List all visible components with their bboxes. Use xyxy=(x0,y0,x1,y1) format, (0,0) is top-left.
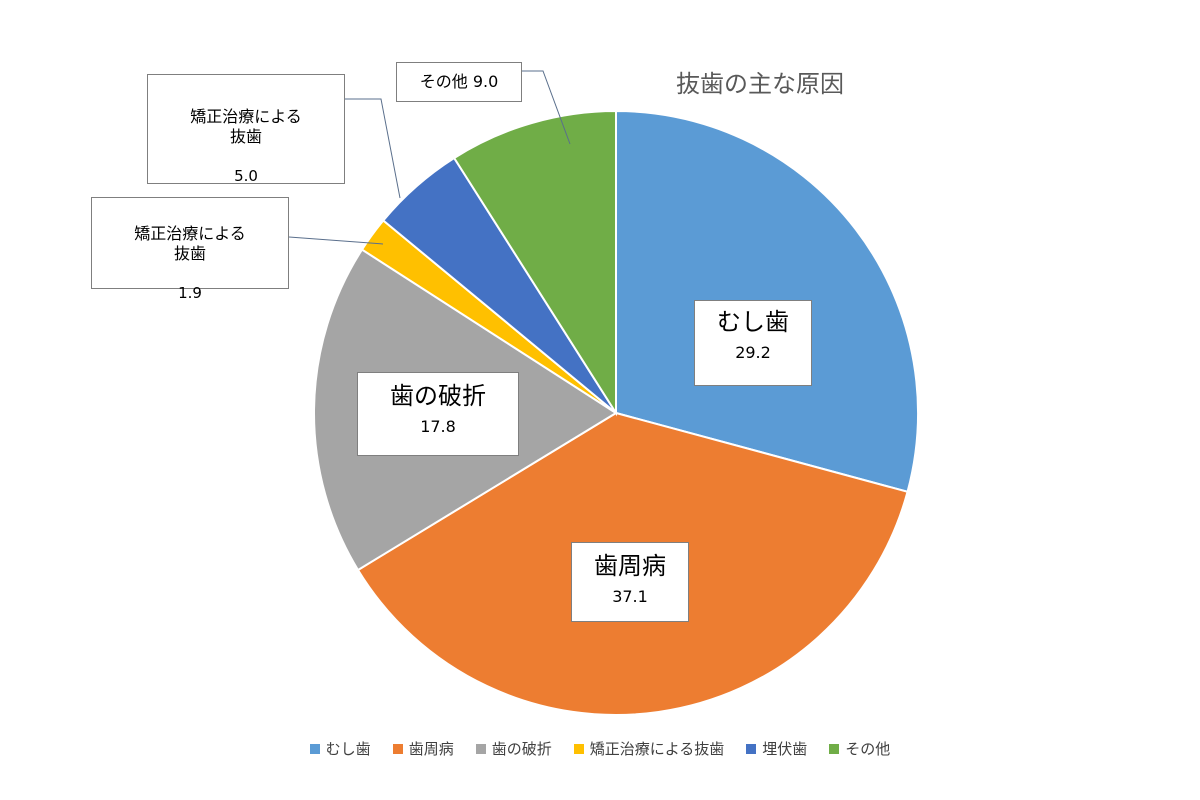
legend-item: 歯周病 xyxy=(392,738,454,759)
chart-title: 抜歯の主な原因 xyxy=(676,70,844,98)
legend-label: その他 xyxy=(845,740,891,758)
data-label-sonota: その他 9.0 xyxy=(396,62,522,102)
legend-swatch xyxy=(392,743,403,754)
legend-label: 歯の破折 xyxy=(491,740,552,758)
data-label-value: 1.9 xyxy=(178,284,202,302)
legend-label: むし歯 xyxy=(325,740,371,758)
legend-label: 歯周病 xyxy=(408,740,454,758)
leader-line xyxy=(345,98,401,199)
data-label-value: 29.2 xyxy=(735,343,771,362)
data-label-value: 9.0 xyxy=(472,72,499,91)
data-label-name: 矯正治療による 抜歯 xyxy=(190,107,302,146)
leader-line xyxy=(288,236,384,245)
data-label-name: 歯の破折 xyxy=(390,382,486,410)
legend-swatch xyxy=(475,743,486,754)
legend-item: 歯の破折 xyxy=(475,738,552,759)
data-label-name: 歯周病 xyxy=(594,552,666,580)
legend-swatch xyxy=(309,743,320,754)
data-label-value: 17.8 xyxy=(420,417,456,436)
legend-swatch xyxy=(573,743,584,754)
leader-line xyxy=(522,70,571,145)
data-label-maifukushi: 矯正治療による 抜歯 5.0 xyxy=(147,74,345,185)
legend-item: その他 xyxy=(829,738,890,759)
data-label-mushiba: むし歯 29.2 xyxy=(694,300,812,386)
legend: むし歯 歯周病 歯の破折 矯正治療による抜歯 埋伏歯 その他 xyxy=(0,738,1200,759)
legend-swatch xyxy=(829,743,840,754)
legend-item: 矯正治療による抜歯 xyxy=(573,738,725,759)
data-label-text: その他 9.0 xyxy=(397,72,521,92)
data-label-kyosei-small: 矯正治療による 抜歯 1.9 xyxy=(91,197,289,302)
data-label-value: 5.0 xyxy=(234,167,258,185)
pie-slice xyxy=(452,109,617,417)
data-label-name: 矯正治療による 抜歯 xyxy=(134,224,246,263)
data-label-hasetsu: 歯の破折 17.8 xyxy=(357,372,519,456)
data-label-name: その他 xyxy=(419,72,468,91)
leader-lines xyxy=(288,70,571,245)
legend-label: 埋伏歯 xyxy=(762,740,808,758)
legend-item: むし歯 xyxy=(309,738,371,759)
data-label-name: むし歯 xyxy=(717,308,789,336)
data-label-shishubyo: 歯周病 37.1 xyxy=(571,542,689,622)
legend-item: 埋伏歯 xyxy=(746,738,807,759)
legend-label: 矯正治療による抜歯 xyxy=(589,740,725,758)
legend-swatch xyxy=(746,743,757,754)
data-label-value: 37.1 xyxy=(612,587,648,606)
